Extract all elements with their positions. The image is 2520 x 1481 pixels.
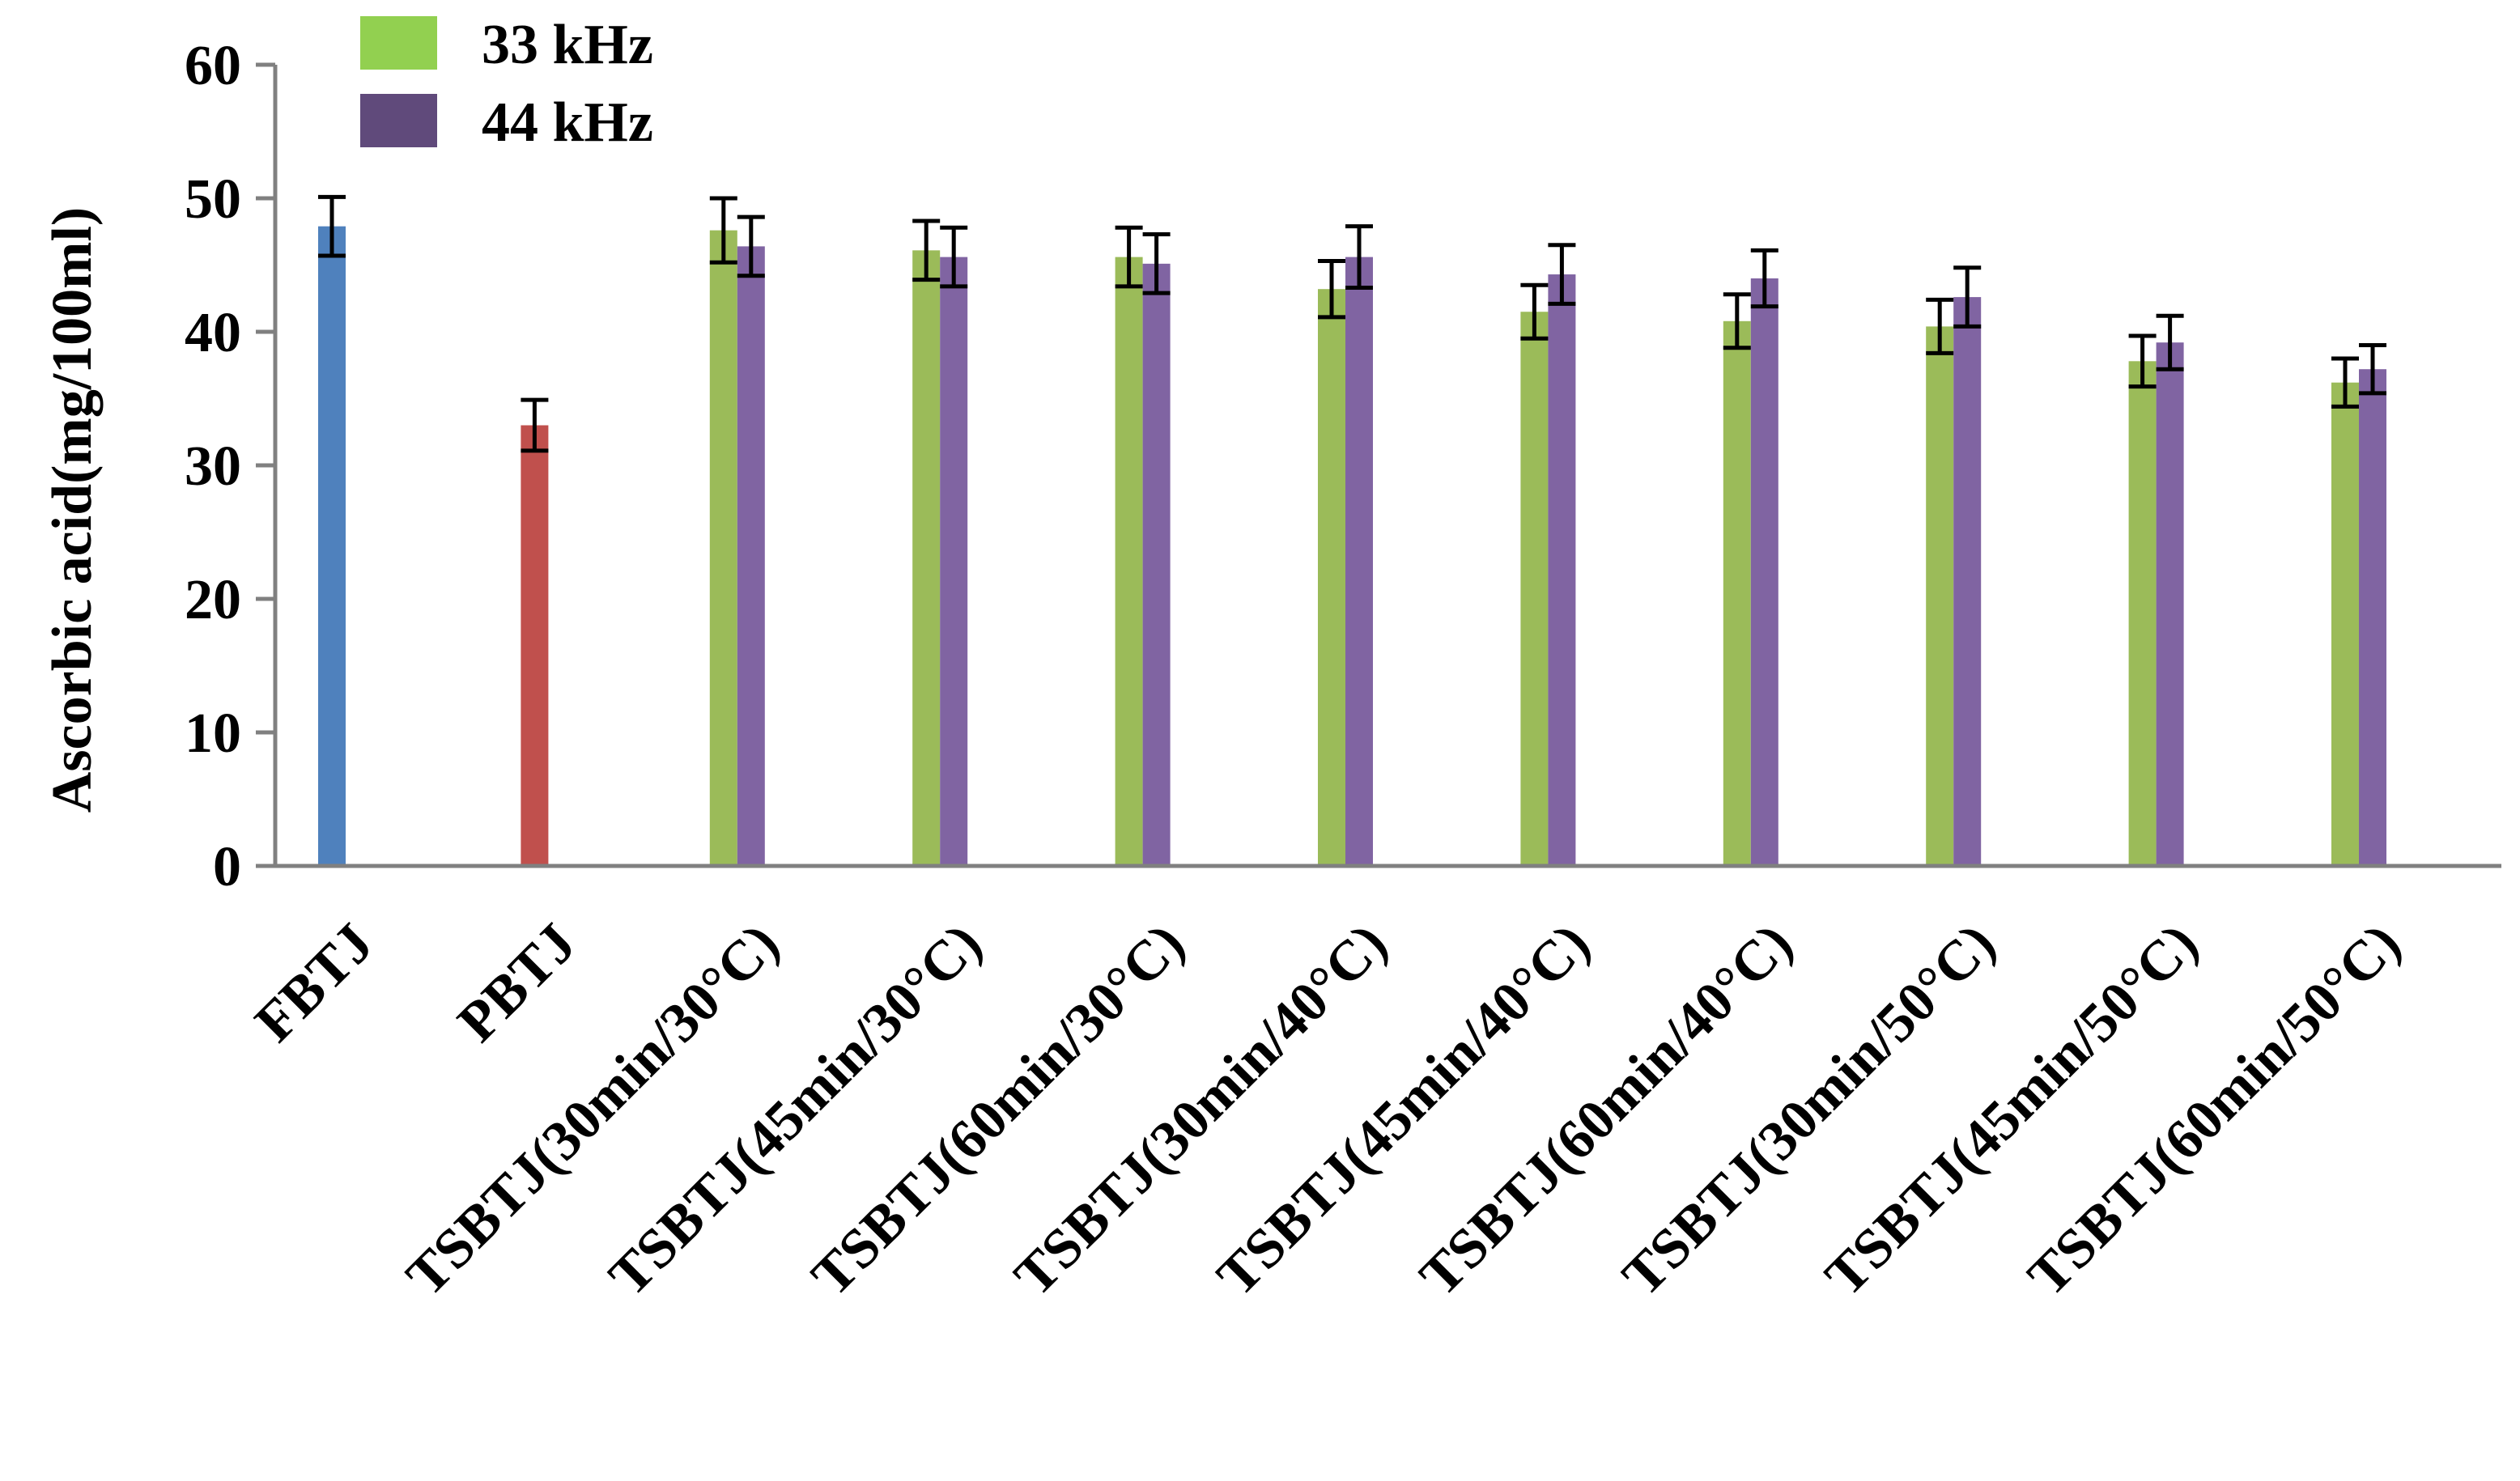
x-tick-label: TSBTJ(30min/40°C) — [1003, 912, 1400, 1309]
bar-44-khz — [1750, 278, 1778, 866]
bar-33-khz — [1318, 289, 1345, 866]
bar-33-khz — [2331, 382, 2359, 866]
legend-label: 33 kHz — [482, 14, 653, 76]
bar-44-khz — [1142, 263, 1171, 867]
bar-33-khz — [912, 250, 941, 867]
error-bars-group — [318, 194, 2386, 453]
bar-44-khz — [2156, 342, 2184, 866]
y-tick-label: 10 — [185, 702, 241, 765]
x-tick-label: TSBTJ(45min/50°C) — [1813, 912, 2210, 1309]
y-tick-label: 30 — [185, 435, 241, 498]
legend-swatch — [360, 94, 437, 147]
bar-33-khz — [1115, 257, 1143, 867]
bar-44-khz — [1548, 274, 1576, 866]
x-tick-label: TSBTJ(45min/30°C) — [597, 912, 994, 1309]
y-tick-label: 60 — [185, 35, 241, 97]
x-tick-label: TSBTJ(45min/40°C) — [1205, 912, 1602, 1309]
bar-44-khz — [2359, 369, 2386, 866]
bar-44-khz — [1953, 297, 1982, 867]
y-tick-label: 40 — [185, 302, 241, 364]
bar-33-khz — [1723, 320, 1751, 866]
bar-33-khz — [2128, 361, 2157, 866]
x-tick-label: PBTJ — [446, 912, 588, 1054]
y-axis-label: Ascorbic acid(mg/100ml) — [41, 207, 104, 813]
bar-44-khz — [737, 246, 765, 866]
x-axis-ticks: FBTJ PBTJTSBTJ(30min/30°C)TSBTJ(45min/30°… — [244, 912, 2412, 1309]
bars-group — [318, 226, 2386, 867]
bar-33-khz — [1926, 326, 1954, 866]
x-tick-label: FBTJ — [244, 912, 385, 1054]
x-tick-label: TSBTJ(60min/30°C) — [800, 912, 1196, 1309]
y-tick-label: 0 — [213, 836, 241, 898]
bar-33-khz — [709, 230, 737, 867]
y-tick-label: 20 — [185, 569, 241, 631]
bar-44-khz — [1345, 257, 1373, 867]
bar-44-khz — [940, 257, 968, 867]
x-tick-label: TSBTJ(60min/50°C) — [2016, 912, 2413, 1309]
legend: 33 kHz 44 kHz — [360, 14, 653, 154]
y-axis-ticks: 0 10 20 30 40 50 60 — [185, 35, 275, 898]
x-tick-label: TSBTJ(30min/50°C) — [1611, 912, 2008, 1309]
bar-fbtj — [318, 226, 346, 866]
bar-33-khz — [1520, 312, 1549, 866]
y-tick-label: 50 — [185, 168, 241, 231]
legend-swatch — [360, 16, 437, 70]
bar-pbtj — [521, 425, 549, 866]
x-tick-label: TSBTJ(30min/30°C) — [395, 912, 792, 1309]
legend-label: 44 kHz — [482, 91, 653, 154]
x-tick-label: TSBTJ(60min/40°C) — [1409, 912, 1805, 1309]
axes-group — [273, 65, 2501, 868]
